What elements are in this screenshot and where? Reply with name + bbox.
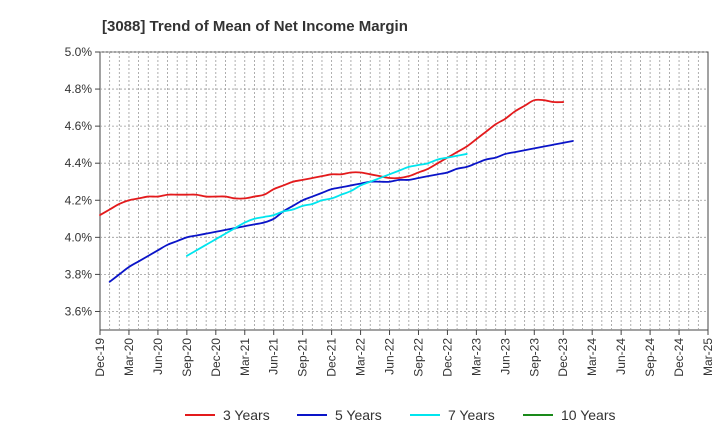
x-tick-label: Jun-23: [498, 338, 512, 375]
y-tick-label: 4.4%: [65, 156, 93, 170]
legend-label-5-years: 5 Years: [335, 407, 382, 423]
y-tick-label: 4.0%: [65, 230, 93, 244]
legend: 3 Years 5 Years 7 Years 10 Years: [185, 407, 616, 423]
legend-label-10-years: 10 Years: [561, 407, 616, 423]
x-tick-label: Sep-22: [411, 338, 425, 377]
y-tick-label: 3.8%: [65, 267, 93, 281]
series-line-3-years: [99, 98, 565, 216]
axes: 3.6% 3.8% 4.0% 4.2% 4.4% 4.6% 4.8% 5.0% Dec-19 Ma…: [65, 45, 715, 377]
x-tick-label: Sep-20: [180, 338, 194, 377]
series-line-5-years: [108, 140, 574, 283]
x-tick-label: Sep-23: [527, 338, 541, 377]
y-tick-label: 4.8%: [65, 82, 93, 96]
x-tick-label: Dec-22: [440, 338, 454, 377]
legend-label-3-years: 3 Years: [223, 407, 270, 423]
x-tick-label: Sep-21: [296, 338, 310, 377]
x-tick-label: Dec-21: [325, 338, 339, 377]
chart-title: [3088] Trend of Mean of Net Income Margi…: [102, 18, 408, 35]
y-tick-label: 4.6%: [65, 119, 93, 133]
x-tick-label: Mar-25: [701, 338, 715, 376]
x-tick-label: Dec-20: [209, 338, 223, 377]
y-tick-label: 5.0%: [65, 45, 93, 59]
x-tick-label: Jun-21: [267, 338, 281, 375]
x-tick-label: Sep-24: [643, 338, 657, 377]
series-lines: [99, 98, 574, 283]
x-tick-label: Dec-24: [672, 338, 686, 377]
x-tick-label: Mar-20: [122, 338, 136, 376]
x-tick-label: Dec-19: [93, 338, 107, 377]
plot-area: [99, 51, 709, 331]
x-tick-label: Mar-24: [585, 338, 599, 376]
y-tick-label: 4.2%: [65, 193, 93, 207]
grid-lines: [99, 51, 709, 331]
legend-label-7-years: 7 Years: [448, 407, 495, 423]
y-tick-label: 3.6%: [65, 304, 93, 318]
x-tick-label: Mar-21: [238, 338, 252, 376]
series-line-7-years: [185, 153, 468, 257]
x-tick-label: Jun-22: [383, 338, 397, 375]
x-tick-label: Mar-23: [469, 338, 483, 376]
x-tick-label: Dec-23: [556, 338, 570, 377]
x-tick-label: Jun-20: [151, 338, 165, 375]
x-tick-label: Mar-22: [354, 338, 368, 376]
x-tick-label: Jun-24: [614, 338, 628, 375]
